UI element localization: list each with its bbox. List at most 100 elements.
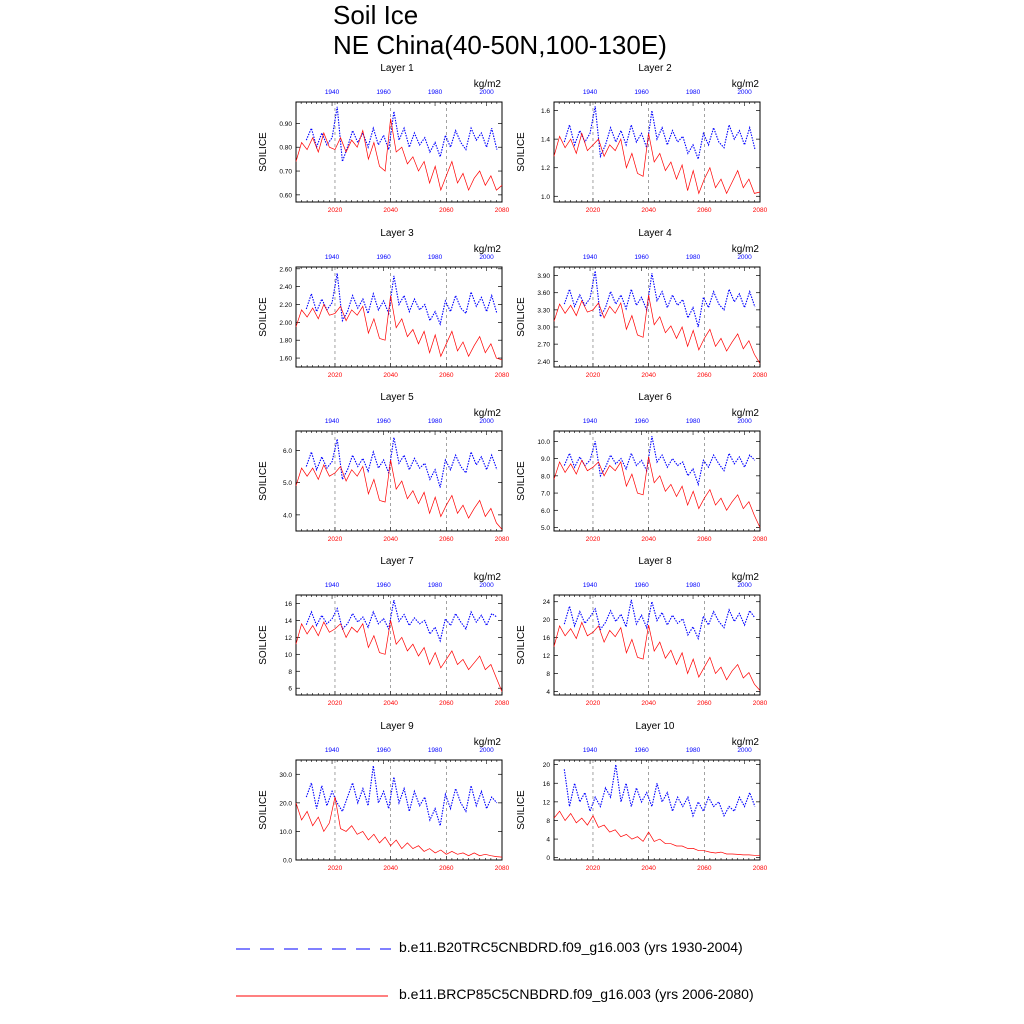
bottom-x-tick-label: 2060 [439, 207, 454, 214]
panel-ylabel: SOILICE [516, 297, 527, 337]
top-x-tick-label: 1940 [325, 582, 340, 589]
series-historical-line [563, 436, 756, 487]
panel-units: kg/m2 [474, 79, 502, 90]
series-future-line [553, 294, 761, 364]
bottom-x-tick-label: 2080 [753, 207, 768, 214]
bottom-x-tick-label: 2040 [641, 865, 656, 872]
top-x-tick-label: 2000 [479, 747, 494, 754]
series-future-line [295, 459, 503, 530]
panel-title: Layer 9 [380, 721, 414, 732]
y-tick-label: 1.6 [541, 108, 550, 115]
top-x-tick-label: 2000 [737, 418, 752, 425]
panel-units: kg/m2 [474, 244, 502, 255]
top-x-tick-label: 1960 [376, 89, 391, 96]
bottom-x-tick-label: 2080 [495, 536, 510, 543]
y-tick-label: 4 [546, 689, 550, 696]
top-x-tick-label: 1940 [583, 582, 598, 589]
panel-title: Layer 3 [380, 228, 414, 239]
top-x-tick-label: 1940 [583, 418, 598, 425]
bottom-x-tick-label: 2060 [697, 207, 712, 214]
panel-units: kg/m2 [474, 572, 502, 583]
bottom-x-tick-label: 2060 [697, 700, 712, 707]
bottom-x-tick-label: 2080 [753, 865, 768, 872]
plot-frame [295, 101, 503, 203]
panel-layer-8: 4 8 12 16 20 24 2020 2040 2060 2080 1940 1960 1980 20… [516, 556, 768, 707]
top-x-tick-label: 1940 [583, 89, 598, 96]
legend-future-swatch [236, 995, 388, 997]
panel-layer-6: 5.0 6.0 7.0 8.0 9.0 10.0 2020 2040 2060 2080 1940 1… [516, 392, 768, 543]
y-tick-label: 1.0 [541, 194, 550, 201]
top-x-tick-label: 2000 [737, 582, 752, 589]
y-tick-label: 1.60 [279, 356, 292, 363]
bottom-x-tick-label: 2020 [328, 700, 343, 707]
bottom-x-tick-label: 2040 [383, 865, 398, 872]
y-tick-label: 12 [285, 635, 293, 642]
top-x-tick-label: 1980 [428, 254, 443, 261]
panel-ylabel: SOILICE [258, 625, 269, 665]
legend-historical-swatch [236, 948, 391, 950]
top-x-tick-label: 1980 [428, 418, 443, 425]
panel-layer-3: 1.60 1.80 2.00 2.20 2.40 2.60 2020 2040 2060 2080… [258, 228, 510, 379]
top-x-tick-label: 2000 [479, 582, 494, 589]
top-x-tick-label: 2000 [737, 89, 752, 96]
panel-title: Layer 5 [380, 392, 414, 403]
y-tick-label: 8 [546, 818, 550, 825]
bottom-x-tick-label: 2080 [753, 536, 768, 543]
panel-layer-9: 0.0 10.0 20.0 30.0 2020 2040 2060 2080 1940 1960 1… [258, 721, 510, 872]
series-historical-line [563, 270, 756, 328]
plot-frame [553, 430, 761, 532]
y-tick-label: 12 [543, 799, 551, 806]
top-x-tick-label: 1940 [325, 418, 340, 425]
bottom-x-tick-label: 2060 [697, 536, 712, 543]
bottom-x-tick-label: 2040 [383, 372, 398, 379]
panel-ylabel: SOILICE [258, 132, 269, 172]
y-tick-label: 20 [543, 617, 551, 624]
series-historical-line [305, 765, 498, 826]
panel-units: kg/m2 [732, 79, 760, 90]
panel-title: Layer 2 [638, 63, 672, 74]
panel-layer-2: 1.0 1.2 1.4 1.6 2020 2040 2060 2080 1940 1960 1980… [516, 63, 768, 214]
y-tick-label: 3.90 [537, 273, 550, 280]
bottom-x-tick-label: 2040 [383, 207, 398, 214]
top-x-tick-label: 1960 [376, 747, 391, 754]
series-future-line [553, 456, 761, 528]
y-tick-label: 5.0 [541, 525, 550, 532]
top-x-tick-label: 2000 [479, 254, 494, 261]
y-tick-label: 10.0 [537, 439, 550, 446]
bottom-x-tick-label: 2080 [753, 700, 768, 707]
panel-ylabel: SOILICE [258, 461, 269, 501]
legend-historical-label: b.e11.B20TRC5CNBDRD.f09_g16.003 (yrs 193… [399, 939, 743, 955]
y-tick-label: 2.00 [279, 320, 292, 327]
top-x-tick-label: 1960 [634, 582, 649, 589]
top-x-tick-label: 1960 [634, 254, 649, 261]
plot-frame [295, 430, 503, 532]
top-x-tick-label: 1960 [376, 254, 391, 261]
y-tick-label: 6.0 [283, 448, 292, 455]
bottom-x-tick-label: 2020 [328, 536, 343, 543]
top-x-tick-label: 2000 [737, 254, 752, 261]
bottom-x-tick-label: 2040 [641, 207, 656, 214]
y-tick-label: 0 [546, 855, 550, 862]
bottom-x-tick-label: 2020 [328, 865, 343, 872]
top-x-tick-label: 1940 [583, 747, 598, 754]
legend-future-label: b.e11.BRCP85C5CNBDRD.f09_g16.003 (yrs 20… [399, 986, 754, 1002]
bottom-x-tick-label: 2080 [495, 207, 510, 214]
plot-frame [295, 759, 503, 861]
bottom-x-tick-label: 2040 [383, 700, 398, 707]
y-tick-label: 14 [285, 618, 293, 625]
top-x-tick-label: 1960 [376, 418, 391, 425]
panel-units: kg/m2 [732, 244, 760, 255]
top-x-tick-label: 1940 [325, 89, 340, 96]
bottom-x-tick-label: 2040 [641, 372, 656, 379]
y-tick-label: 9.0 [541, 456, 550, 463]
y-tick-label: 2.60 [279, 266, 292, 273]
panel-ylabel: SOILICE [258, 790, 269, 830]
bottom-x-tick-label: 2060 [697, 865, 712, 872]
y-tick-label: 12 [543, 653, 551, 660]
panel-units: kg/m2 [474, 408, 502, 419]
y-tick-label: 2.70 [537, 342, 550, 349]
top-x-tick-label: 1960 [634, 418, 649, 425]
panel-title: Layer 7 [380, 556, 414, 567]
y-tick-label: 4 [546, 837, 550, 844]
y-tick-label: 10 [285, 652, 293, 659]
